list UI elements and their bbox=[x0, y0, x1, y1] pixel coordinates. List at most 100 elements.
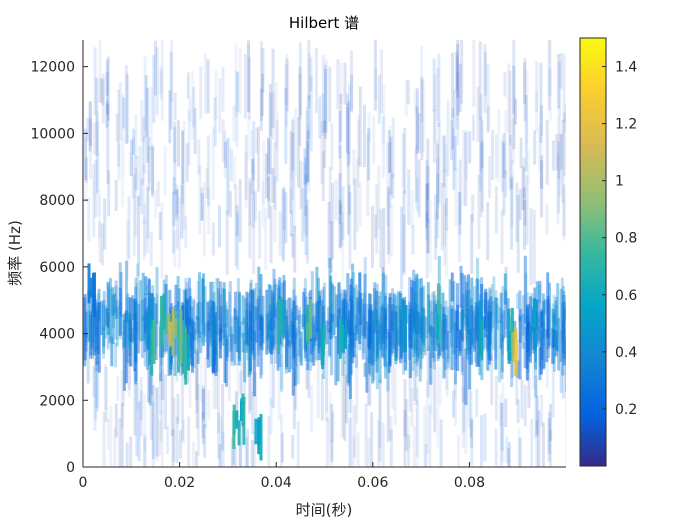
spectrum-strand bbox=[412, 281, 416, 327]
spectrum-strand bbox=[135, 333, 139, 411]
spectrum-strand bbox=[203, 53, 207, 115]
spectrum-strand bbox=[437, 122, 441, 204]
spectrum-strand bbox=[291, 312, 295, 348]
spectrum-strand bbox=[537, 410, 541, 467]
spectrum-strand bbox=[139, 390, 143, 437]
colorbar-ticks: 0.2 0.4 0.6 0.8 1 1.2 1.4 bbox=[602, 60, 637, 418]
spectrum-strand bbox=[297, 310, 301, 325]
spectrum-strand bbox=[392, 298, 396, 325]
spectrum-strand bbox=[475, 388, 479, 417]
spectrum-strand bbox=[309, 75, 313, 152]
spectrum-strand bbox=[551, 342, 555, 418]
spectrum-strand bbox=[151, 385, 155, 459]
spectrum-strand bbox=[494, 375, 498, 421]
spectrum-strand bbox=[355, 354, 359, 424]
spectrum-strand bbox=[425, 380, 429, 454]
spectrum-strand bbox=[292, 300, 295, 338]
spectrum-strand bbox=[336, 316, 340, 382]
spectrum-hotspot bbox=[160, 295, 163, 347]
spectrum-strand bbox=[445, 315, 449, 350]
spectrum-strand bbox=[378, 375, 382, 448]
spectrum-strand bbox=[139, 280, 143, 342]
spectrum-strand bbox=[93, 358, 97, 431]
spectrum-hotspot bbox=[241, 393, 245, 427]
spectrum-strand bbox=[443, 168, 447, 246]
spectrum-strand bbox=[318, 96, 322, 139]
spectrum-strand bbox=[325, 320, 329, 345]
spectrum-strand bbox=[334, 336, 338, 386]
spectrum-strand bbox=[143, 293, 147, 334]
spectrum-strand bbox=[392, 293, 396, 349]
spectrum-strand bbox=[164, 284, 168, 315]
spectrum-strand bbox=[274, 307, 278, 364]
spectrum-strand bbox=[374, 215, 378, 239]
spectrum-strand bbox=[213, 323, 217, 361]
spectrum-strand bbox=[408, 362, 412, 412]
spectrum-strand bbox=[86, 117, 90, 142]
spectrum-strand bbox=[558, 61, 562, 116]
spectrum-strand bbox=[247, 115, 251, 162]
spectrum-strand bbox=[98, 221, 102, 263]
spectrum-strand bbox=[363, 274, 367, 339]
spectrum-strand bbox=[191, 320, 195, 373]
spectrum-strand bbox=[275, 81, 278, 149]
spectrum-strand bbox=[102, 304, 105, 359]
spectrum-strand bbox=[318, 290, 322, 306]
spectrum-strand bbox=[287, 339, 291, 373]
spectrum-strand bbox=[389, 415, 393, 441]
spectrum-strand bbox=[280, 354, 284, 390]
spectrum-strand bbox=[188, 97, 192, 122]
spectrum-strand bbox=[348, 192, 352, 270]
spectrum-hotspot bbox=[279, 297, 283, 336]
spectrum-strand bbox=[537, 312, 541, 344]
spectrum-strand bbox=[84, 157, 88, 183]
spectrum-strand bbox=[356, 317, 360, 341]
spectrum-strand bbox=[163, 145, 167, 196]
spectrum-strand bbox=[211, 301, 215, 373]
spectrum-strand bbox=[372, 116, 376, 164]
spectrum-strand bbox=[362, 104, 366, 168]
spectrum-strand bbox=[93, 303, 97, 356]
spectrum-strand bbox=[389, 429, 393, 467]
spectrum-strand bbox=[144, 276, 148, 295]
spectrum-strand bbox=[523, 200, 527, 226]
spectrum-strand bbox=[155, 294, 159, 348]
spectrum-strand bbox=[521, 295, 525, 336]
spectrum-strand bbox=[131, 137, 135, 199]
spectrum-strand bbox=[218, 205, 221, 248]
spectrum-strand bbox=[93, 47, 97, 115]
spectrum-strand bbox=[484, 334, 488, 348]
spectrum-strand bbox=[394, 305, 398, 361]
spectrum-strand bbox=[468, 328, 472, 390]
spectrum-strand bbox=[454, 167, 458, 226]
spectrum-strand bbox=[540, 105, 544, 136]
spectrum-strand bbox=[475, 278, 479, 341]
spectrum-strand bbox=[254, 372, 258, 430]
spectrum-strand bbox=[460, 40, 464, 104]
spectrum-strand bbox=[461, 386, 465, 449]
spectrum-strand bbox=[128, 319, 132, 342]
spectrum-strand bbox=[510, 159, 514, 189]
spectrum-strand bbox=[523, 58, 527, 122]
spectrum-strand bbox=[500, 403, 504, 452]
spectrum-strand bbox=[340, 222, 344, 247]
spectrum-strand bbox=[416, 177, 419, 213]
spectrum-strand bbox=[346, 311, 350, 384]
spectrum-strand bbox=[260, 314, 264, 375]
spectrum-strand bbox=[328, 392, 332, 444]
spectrum-strand bbox=[515, 182, 519, 242]
spectrum-strand bbox=[464, 132, 468, 207]
spectrum-strand bbox=[115, 300, 119, 319]
spectrum-strand bbox=[541, 315, 545, 347]
spectrum-strand bbox=[510, 178, 513, 250]
spectrum-strand bbox=[486, 311, 490, 352]
spectrum-strand bbox=[556, 153, 560, 225]
spectrum-strand bbox=[346, 319, 350, 335]
spectrum-strand bbox=[307, 317, 311, 362]
spectrum-strand bbox=[127, 349, 131, 390]
spectrum-strand bbox=[469, 390, 473, 438]
spectrum-strand bbox=[207, 390, 211, 421]
spectrum-strand bbox=[383, 311, 386, 366]
spectrum-strand bbox=[278, 211, 282, 256]
spectrum-strand bbox=[284, 64, 288, 105]
